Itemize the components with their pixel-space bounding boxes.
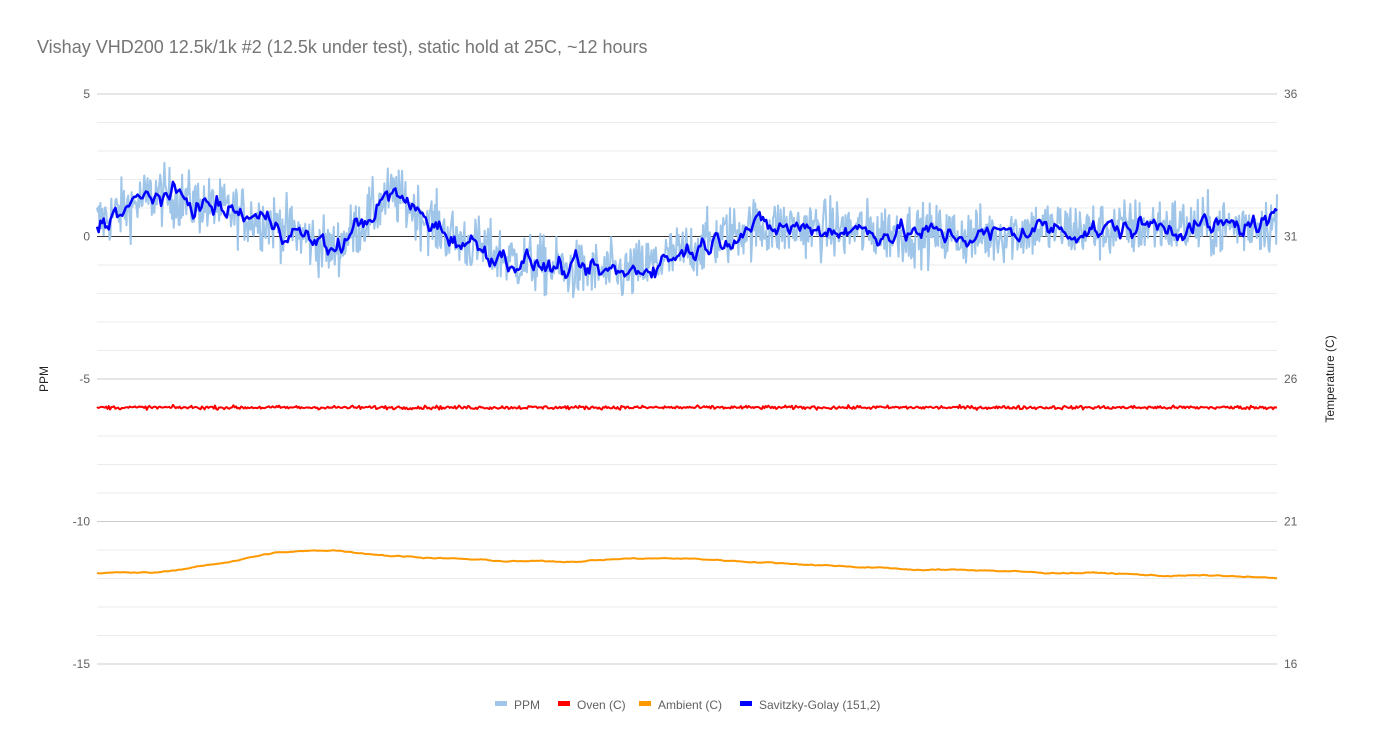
series-lines (95, 161, 1278, 580)
y-axis-title: PPM (37, 366, 51, 392)
legend-item: Savitzky-Golay (151,2) (740, 698, 880, 712)
axis-ticks: 5 0 -5 -10 -15 36 31 26 21 16 (73, 87, 1298, 671)
legend-item: Ambient (C) (639, 698, 722, 712)
y-tick-label: -5 (79, 372, 90, 386)
series-line-oven-c (96, 403, 1277, 411)
legend-swatch (740, 701, 752, 706)
legend: PPM Oven (C) Ambient (C) Savitzky-Golay (15… (495, 698, 880, 712)
y-tick-label: 5 (83, 87, 90, 101)
y2-tick-label: 21 (1284, 515, 1298, 529)
legend-label: PPM (514, 698, 540, 712)
legend-item: Oven (C) (558, 698, 626, 712)
y-tick-label: -10 (73, 515, 91, 529)
y2-tick-label: 31 (1284, 230, 1298, 244)
legend-swatch (495, 701, 507, 706)
legend-item: PPM (495, 698, 540, 712)
legend-label: Oven (C) (577, 698, 626, 712)
legend-swatch (558, 701, 570, 706)
series-line-savitzky-golay-151-2 (95, 180, 1278, 280)
y2-tick-label: 36 (1284, 87, 1298, 101)
y2-tick-label: 16 (1284, 657, 1298, 671)
y-tick-label: 0 (83, 230, 90, 244)
y2-tick-label: 26 (1284, 372, 1298, 386)
legend-swatch (639, 701, 651, 706)
y2-axis-title: Temperature (C) (1323, 335, 1337, 422)
y-tick-label: -15 (73, 657, 91, 671)
legend-label: Savitzky-Golay (151,2) (759, 698, 880, 712)
gridlines (97, 93, 1277, 665)
legend-label: Ambient (C) (658, 698, 722, 712)
series-line-ambient-c (96, 549, 1278, 580)
chart-title: Vishay VHD200 12.5k/1k #2 (12.5k under t… (37, 37, 648, 57)
